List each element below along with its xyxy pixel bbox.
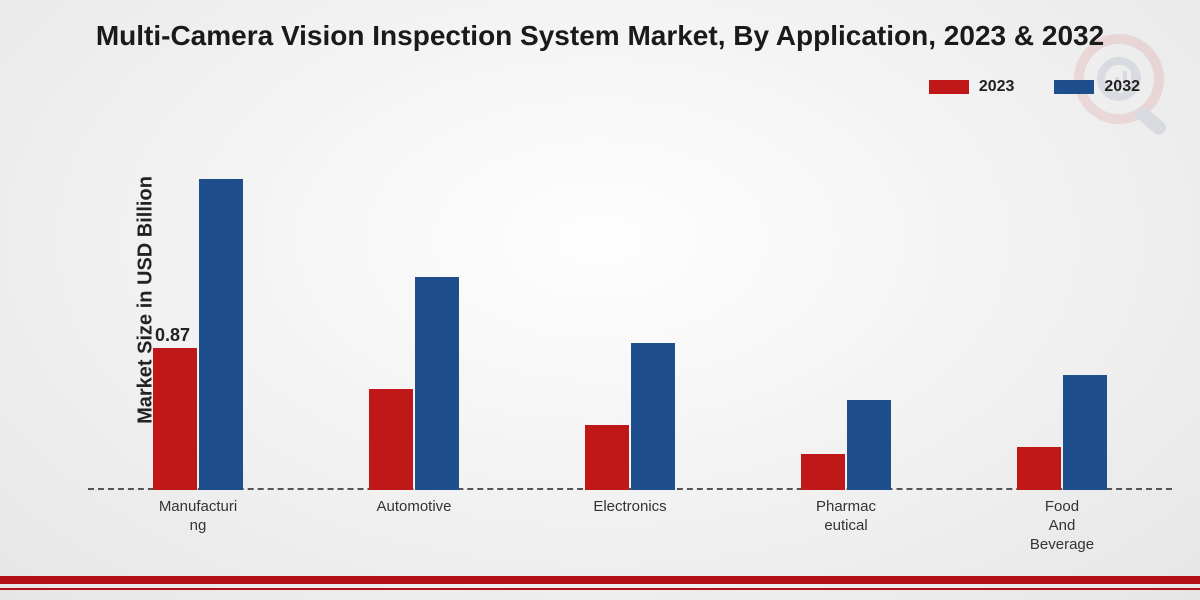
bar-series1 [1017,447,1061,490]
bar-pair: 0.87 [153,179,243,490]
category-label: Automotive [354,498,474,517]
bar-series2 [1063,375,1107,490]
bar-series1 [801,454,845,490]
legend-label-series2: 2032 [1104,78,1140,96]
bar-group: Pharmaceutical [738,130,954,490]
chart-title: Multi-Camera Vision Inspection System Ma… [0,20,1200,52]
legend: 2023 2032 [929,78,1140,96]
category-label: FoodAndBeverage [1002,498,1122,554]
category-label: Pharmaceutical [786,498,906,536]
bar-series1 [585,425,629,490]
category-label: Electronics [570,498,690,517]
bar-group: FoodAndBeverage [954,130,1170,490]
bar-pair [801,400,891,490]
bar-group: Electronics [522,130,738,490]
bar-group: 0.87Manufacturing [90,130,306,490]
bar-pair [585,343,675,490]
legend-item-series2: 2032 [1054,78,1140,96]
bar-series1 [153,348,197,490]
footer-bar-thick [0,576,1200,584]
bar-series1 [369,389,413,490]
legend-label-series1: 2023 [979,78,1015,96]
bar-value-label: 0.87 [153,325,197,346]
bar-series2 [847,400,891,490]
bar-groups: 0.87ManufacturingAutomotiveElectronicsPh… [90,130,1170,490]
legend-swatch-series2 [1054,80,1094,94]
legend-item-series1: 2023 [929,78,1015,96]
bar-pair [1017,375,1107,490]
plot-area: 0.87ManufacturingAutomotiveElectronicsPh… [90,130,1170,490]
footer-bar-thin [0,588,1200,590]
page: Multi-Camera Vision Inspection System Ma… [0,0,1200,600]
footer-accent [0,576,1200,590]
bar-series2 [631,343,675,490]
bar-group: Automotive [306,130,522,490]
legend-swatch-series1 [929,80,969,94]
bar-series2 [199,179,243,490]
bar-pair [369,277,459,490]
bar-series2 [415,277,459,490]
category-label: Manufacturing [138,498,258,536]
